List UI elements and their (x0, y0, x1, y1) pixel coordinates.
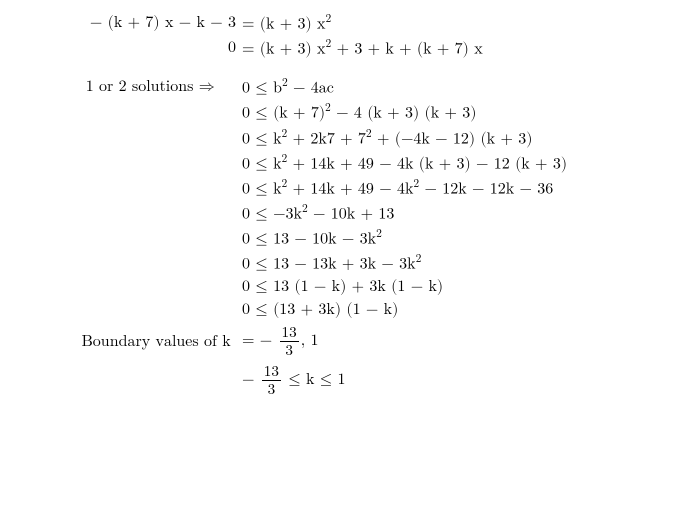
boundary-label: Boundary values of k (0, 330, 242, 354)
rhs: 0 ≤ k2 + 14k + 49 − 4k2 − 12k − 12k − 36 (242, 179, 553, 198)
rhs: 0 ≤ k2 + 14k + 49 − 4k (k + 3) − 12 (k +… (242, 154, 567, 173)
equation-line: 0 ≤ −3k2 − 10k + 13 (0, 204, 683, 223)
equation-line: 0 = (k + 3) x2 + 3 + k + (k + 7) x (0, 39, 683, 58)
final-range: − 13 3 ≤ k ≤ 1 (0, 364, 683, 397)
rhs: = − 13 3 , 1 (242, 325, 318, 358)
rhs: 0 ≤ 13 (1 − k) + 3k (1 − k) (242, 279, 443, 296)
equation-line: 0 ≤ 13 − 10k − 3k2 (0, 229, 683, 248)
equation-line: 0 ≤ k2 + 14k + 49 − 4k2 − 12k − 12k − 36 (0, 179, 683, 198)
rhs: 0 ≤ (13 + 3k) (1 − k) (242, 302, 398, 319)
rhs: 0 ≤ 13 − 10k − 3k2 (242, 229, 382, 248)
fraction: 13 3 (278, 325, 301, 358)
var-k: k (266, 16, 274, 32)
equation-line: 0 ≤ (13 + 3k) (1 − k) (0, 302, 683, 319)
rhs: 0 ≤ k2 + 2k7 + 72 + (−4k − 12) (k + 3) (242, 129, 532, 148)
rhs: 0 ≤ −3k2 − 10k + 13 (242, 204, 394, 223)
rhs: = (k + 3) x2 + 3 + k + (k + 7) x (242, 39, 483, 58)
equation-line: 0 ≤ 13 (1 − k) + 3k (1 − k) (0, 279, 683, 296)
math-derivation: − (k + 7) x − k − 3 = (k + 3) x2 0 = (k … (0, 0, 683, 398)
rhs: 0 ≤ (k + 7)2 − 4 (k + 3) (k + 3) (242, 103, 476, 122)
equation-line: 1 or 2 solutions ⇒ 0 ≤ b2 − 4ac (0, 78, 683, 97)
equation-line: 0 ≤ k2 + 2k7 + 72 + (−4k − 12) (k + 3) (0, 129, 683, 148)
lhs: − (k + 7) x − k − 3 (0, 15, 242, 32)
condition-label: 1 or 2 solutions ⇒ (0, 79, 242, 96)
equation-line: − (k + 7) x − k − 3 = (k + 3) x2 (0, 14, 683, 33)
rhs: 0 ≤ b2 − 4ac (242, 78, 334, 97)
rhs: − 13 3 ≤ k ≤ 1 (242, 364, 346, 397)
fraction: 13 3 (260, 364, 283, 397)
lhs: 0 (0, 40, 242, 57)
equation-line: 0 ≤ 13 − 13k + 3k − 3k2 (0, 254, 683, 273)
rhs: = (k + 3) x2 (242, 14, 331, 33)
equation-line: 0 ≤ k2 + 14k + 49 − 4k (k + 3) − 12 (k +… (0, 154, 683, 173)
rhs: 0 ≤ 13 − 13k + 3k − 3k2 (242, 254, 421, 273)
boundary-values: Boundary values of k = − 13 3 , 1 (0, 325, 683, 358)
equation-line: 0 ≤ (k + 7)2 − 4 (k + 3) (k + 3) (0, 103, 683, 122)
